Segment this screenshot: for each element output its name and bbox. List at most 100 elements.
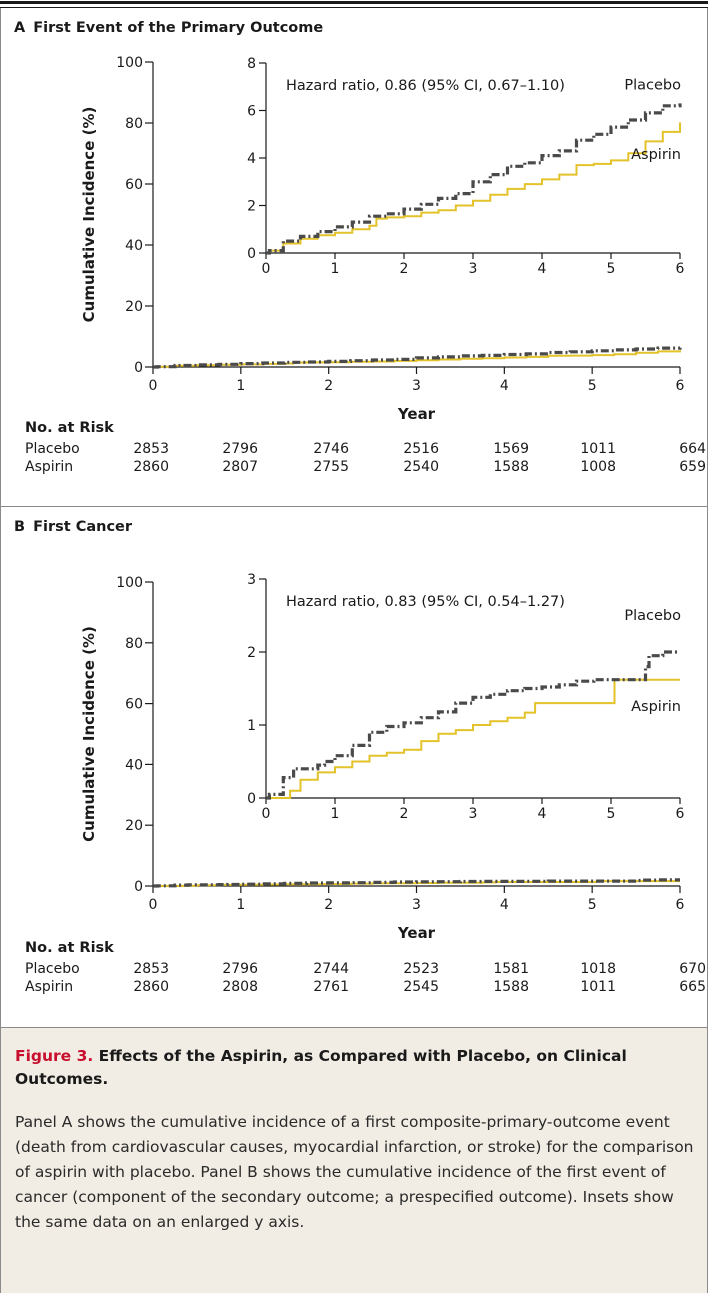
risk-value: 2796 [222,961,258,977]
risk-value: 1018 [580,961,616,977]
risk-value: 665 [679,979,706,995]
risk-value: 1588 [493,459,529,475]
risk-value: 2796 [222,441,258,457]
legend-label-aspirin: Aspirin [631,147,681,163]
inset-x-tick-label: 0 [262,806,271,822]
risk-row-placebo: Placebo 2853 2796 2744 2523 1581 1018 67… [1,961,707,979]
x-tick-label: 0 [149,378,158,394]
risk-value: 2808 [222,979,258,995]
risk-value: 2755 [313,459,349,475]
x-tick-label: 4 [500,378,509,394]
y-tick-label: 100 [116,575,143,591]
inset-x-tick-label: 4 [538,806,547,822]
x-tick-label: 0 [149,897,158,913]
risk-row-label: Aspirin [25,459,74,475]
inset-y-tick-label: 2 [247,199,256,215]
risk-row-label: Aspirin [25,979,74,995]
risk-value: 2523 [403,961,439,977]
risk-value: 659 [679,459,706,475]
inset-y-tick-label: 8 [247,56,256,72]
inset-y-tick-label: 2 [247,645,256,661]
y-axis-label: Cumulative Incidence (%) [80,626,98,842]
inset-x-tick-label: 1 [331,806,340,822]
hazard-ratio-annotation: Hazard ratio, 0.86 (95% CI, 0.67–1.10) [286,78,565,94]
risk-value: 2545 [403,979,439,995]
risk-value: 2516 [403,441,439,457]
risk-value: 2746 [313,441,349,457]
x-tick-label: 5 [588,378,597,394]
legend-label-placebo: Placebo [624,608,681,624]
legend-label-aspirin: Aspirin [631,699,681,715]
y-tick-label: 0 [134,360,143,376]
panel-b: B First Cancer 0 20 40 60 80 100 0 1 2 3 4 5 6 Cumulat… [1,507,707,1027]
inset-series-line-aspirin [266,678,680,799]
inset-x-tick-label: 3 [469,806,478,822]
x-tick-label: 4 [500,897,509,913]
risk-value: 1588 [493,979,529,995]
risk-value: 2860 [133,979,169,995]
x-tick-label: 2 [324,378,333,394]
risk-value: 2744 [313,961,349,977]
top-rule [0,1,708,4]
risk-table-header: No. at Risk [25,940,114,956]
risk-value: 2860 [133,459,169,475]
inset-x-tick-label: 2 [400,261,409,277]
inset-x-tick-label: 5 [607,261,616,277]
inset-series-line-placebo [266,650,680,800]
caption-body: Panel A shows the cumulative incidence o… [15,1113,694,1231]
panel-b-title: B First Cancer [14,519,132,535]
inset-series-line-placebo [266,103,682,255]
risk-value: 2853 [133,441,169,457]
inset-y-tick-label: 1 [247,718,256,734]
y-axis-label: Cumulative Incidence (%) [80,107,98,323]
panel-a: A First Event of the Primary Outcome 0 2 0 4… [1,8,707,507]
x-tick-label: 1 [236,897,245,913]
x-axis-label: Year [397,924,436,942]
risk-row-aspirin: Aspirin 2860 2808 2761 2545 1588 1011 66… [1,979,707,997]
inset-x-tick-label: 5 [607,806,616,822]
inset-x-tick-label: 4 [538,261,547,277]
y-tick-label: 60 [125,177,143,193]
y-tick-label: 80 [125,636,143,652]
x-tick-label: 1 [236,378,245,394]
inset-y-tick-label: 0 [247,791,256,807]
caption-title: Figure 3. Effects of the Aspirin, as Com… [15,1045,695,1091]
figure-caption: Figure 3. Effects of the Aspirin, as Com… [1,1027,707,1293]
risk-value: 2540 [403,459,439,475]
x-tick-label: 3 [412,378,421,394]
risk-value: 2807 [222,459,258,475]
y-tick-label: 20 [125,818,143,834]
inset-y-tick-label: 6 [247,104,256,120]
panel-b-title-text: First Cancer [33,519,133,535]
inset-x-tick-label: 3 [469,261,478,277]
risk-value: 1008 [580,459,616,475]
y-tick-label: 0 [134,879,143,895]
risk-value: 1569 [493,441,529,457]
inset-x-tick-label: 6 [676,261,685,277]
risk-value: 670 [679,961,706,977]
risk-row-label: Placebo [25,441,80,457]
x-tick-label: 6 [676,897,685,913]
risk-table-header: No. at Risk [25,420,114,436]
risk-value: 1011 [580,441,616,457]
y-tick-label: 60 [125,697,143,713]
inset-x-tick-label: 2 [400,806,409,822]
risk-value: 2761 [313,979,349,995]
legend-label-placebo: Placebo [624,77,681,93]
inset-y-tick-label: 0 [247,246,256,262]
y-tick-label: 40 [125,757,143,773]
top-rule-thin [0,7,708,8]
x-tick-label: 5 [588,897,597,913]
x-axis-label: Year [397,405,436,423]
y-tick-label: 80 [125,116,143,132]
inset-series-line-aspirin [266,122,681,254]
inset-x-tick-label: 1 [331,261,340,277]
caption-figure-label: Figure 3. [15,1047,94,1065]
series-line-placebo [153,346,682,369]
risk-value: 1581 [493,961,529,977]
panel-a-title-text: First Event of the Primary Outcome [33,20,324,36]
inset-y-tick-label: 3 [247,572,256,588]
panel-a-letter: A [14,20,26,36]
